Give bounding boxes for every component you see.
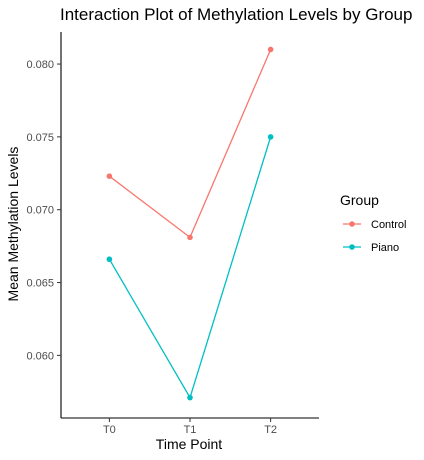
legend-items: Control Piano [343,219,406,254]
legend-key-point-control [349,221,355,227]
legend-key-point-piano [349,244,355,250]
y-tick-label: 0.065 [26,278,54,290]
data-point-control [187,234,193,241]
x-tick-label: T2 [264,424,277,436]
legend: Group Control Piano [340,192,406,254]
y-axis-ticks: 0.060 0.065 0.070 0.075 0.080 [26,59,61,362]
series-line-control [108,49,272,239]
y-tick-label: 0.075 [26,132,54,144]
x-tick-label: T1 [184,424,197,436]
data-point-piano [187,394,193,401]
legend-title: Group [340,192,379,208]
legend-label-piano: Piano [371,242,399,254]
data-point-piano [106,256,113,263]
data-point-control [267,46,274,53]
series-layer [106,46,274,401]
y-axis-title: Mean Methylation Levels [5,147,21,302]
x-axis-ticks: T0 T1 T2 [103,418,277,436]
y-tick-label: 0.070 [26,205,54,217]
data-point-piano [267,134,274,140]
series-line-piano [108,136,272,400]
y-tick-label: 0.080 [26,59,54,71]
x-axis-title: Time Point [156,436,223,452]
x-tick-label: T0 [103,424,116,436]
chart-title: Interaction Plot of Methylation Levels b… [60,5,412,24]
legend-label-control: Control [371,219,406,231]
data-point-control [106,173,113,180]
y-tick-label: 0.060 [26,350,54,362]
